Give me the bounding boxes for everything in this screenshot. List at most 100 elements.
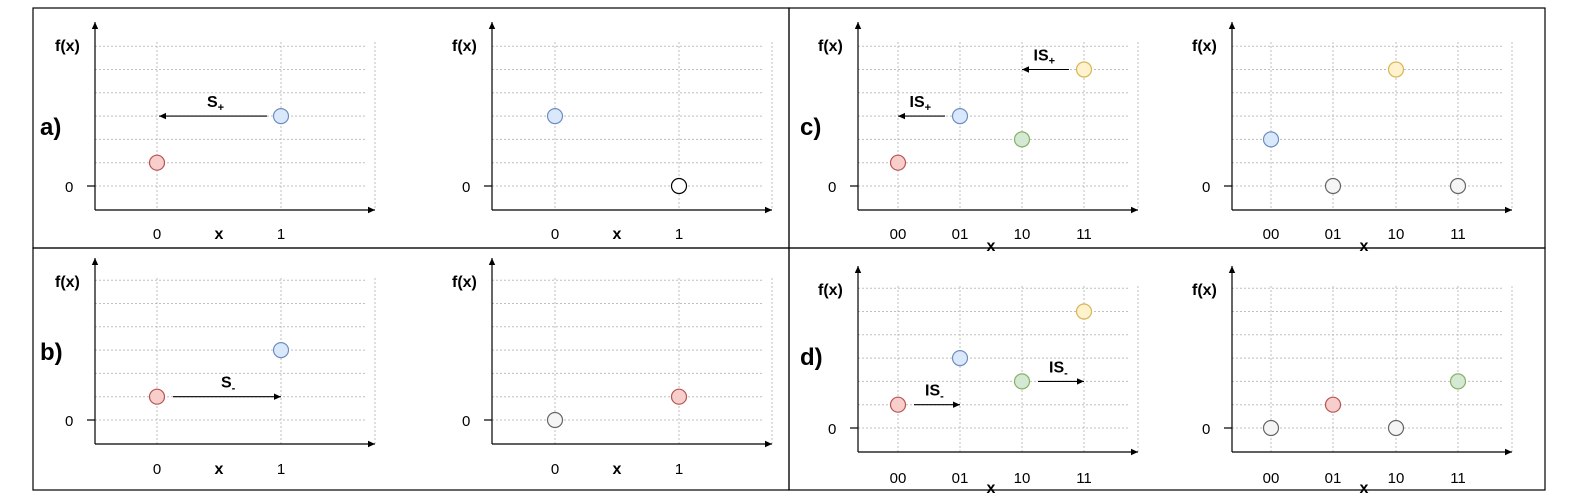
transform-label: IS-	[1049, 359, 1068, 379]
data-point-red	[670, 388, 688, 405]
data-point-green	[1449, 373, 1467, 390]
data-point-gray	[546, 411, 564, 429]
plot-b-1: f(x) 0 0 1 x S-	[55, 258, 376, 478]
panel-a: a) f(x) 0 0 1 x S+ f(x) 0 0 1 x	[40, 22, 773, 243]
x-axis-label: x	[215, 461, 224, 478]
x-tick-label: 00	[1263, 470, 1280, 487]
data-point-yellow	[1075, 303, 1093, 320]
x-axis-label: x	[987, 238, 996, 255]
data-point-red	[148, 154, 166, 171]
x-tick-label: 01	[952, 226, 969, 243]
plot-a-1: f(x) 0 0 1 x S+	[55, 22, 376, 243]
data-point-blue	[1262, 131, 1280, 148]
x-tick-label: 0	[153, 461, 161, 478]
x-tick-label: 10	[1014, 226, 1031, 243]
data-point-blue	[546, 107, 564, 125]
transform-label: IS+	[910, 94, 932, 114]
data-point-yellow	[1075, 61, 1093, 78]
y-zero-label: 0	[1202, 421, 1210, 438]
panel-label: b)	[40, 339, 63, 366]
data-point-yellow	[1387, 61, 1405, 78]
y-axis-label: f(x)	[818, 38, 843, 55]
y-zero-label: 0	[65, 413, 73, 430]
panel-b: b) f(x) 0 0 1 x S-f(x) 0 0 1 x	[40, 258, 773, 478]
x-tick-label: 1	[277, 461, 285, 478]
y-axis-label: f(x)	[1192, 282, 1217, 299]
y-zero-label: 0	[462, 179, 470, 196]
data-point-green	[1013, 131, 1031, 148]
x-tick-label: 1	[675, 461, 683, 478]
data-point-gray	[1449, 177, 1467, 195]
x-axis-label: x	[1360, 480, 1369, 497]
x-axis-label: x	[987, 480, 996, 497]
data-point-gray	[1262, 419, 1280, 437]
panel-label: d)	[800, 344, 823, 371]
data-point-green	[1013, 373, 1031, 390]
plot-d-2: f(x)000 01 10 11x	[1192, 266, 1513, 497]
plot-a-2: f(x) 0 0 1 x	[452, 22, 773, 243]
y-zero-label: 0	[1202, 179, 1210, 196]
panel-label: c)	[800, 114, 821, 141]
x-axis-label: x	[215, 226, 224, 243]
data-point-blue	[951, 107, 969, 125]
y-zero-label: 0	[828, 179, 836, 196]
data-point-gray	[1387, 419, 1405, 437]
data-point-red	[889, 396, 907, 413]
x-tick-label: 01	[952, 470, 969, 487]
panel-label: a)	[40, 114, 61, 141]
x-tick-label: 10	[1388, 226, 1405, 243]
data-point-blue	[272, 342, 290, 359]
panel-d-frame	[788, 247, 1546, 491]
data-point-blue	[951, 350, 969, 367]
y-axis-label: f(x)	[452, 38, 477, 55]
x-tick-label: 1	[675, 226, 683, 243]
x-tick-label: 1	[277, 226, 285, 243]
y-axis-label: f(x)	[55, 38, 80, 55]
x-tick-label: 0	[551, 461, 559, 478]
y-axis-label: f(x)	[818, 282, 843, 299]
plot-c-2: f(x)000 01 10 11x	[1192, 22, 1513, 255]
x-tick-label: 10	[1388, 470, 1405, 487]
data-point-white	[670, 177, 688, 195]
data-point-red	[889, 154, 907, 171]
panel-c-frame	[788, 7, 1546, 249]
data-point-red	[1324, 396, 1342, 413]
panel-frames	[32, 7, 1546, 491]
x-axis-label: x	[613, 461, 622, 478]
x-tick-label: 01	[1325, 470, 1342, 487]
y-zero-label: 0	[828, 421, 836, 438]
data-point-blue	[272, 107, 290, 125]
x-tick-label: 00	[890, 226, 907, 243]
y-zero-label: 0	[65, 179, 73, 196]
x-tick-label: 10	[1014, 470, 1031, 487]
transform-label: S+	[207, 94, 224, 114]
x-tick-label: 11	[1076, 226, 1092, 243]
transform-label: IS-	[925, 383, 944, 403]
transform-label: IS+	[1034, 48, 1056, 68]
x-tick-label: 0	[551, 226, 559, 243]
x-axis-label: x	[613, 226, 622, 243]
panel-b-frame	[32, 247, 790, 491]
plots-layer: a)f(x)00 1xS+f(x)00 1xb)f(x)00 1xS-f(x)00 1x…	[40, 22, 1513, 497]
x-tick-label: 11	[1450, 226, 1466, 243]
x-tick-label: 0	[153, 226, 161, 243]
x-tick-label: 01	[1325, 226, 1342, 243]
data-point-red	[148, 388, 166, 405]
x-tick-label: 00	[1263, 226, 1280, 243]
x-tick-label: 00	[890, 470, 907, 487]
y-axis-label: f(x)	[452, 274, 477, 291]
x-axis-label: x	[1360, 238, 1369, 255]
x-tick-label: 11	[1450, 470, 1466, 487]
transform-label: S-	[221, 375, 236, 395]
plot-b-2: f(x) 0 0 1 x	[452, 258, 773, 478]
data-point-gray	[1324, 177, 1342, 195]
x-tick-label: 11	[1076, 470, 1092, 487]
panel-a-frame	[32, 7, 790, 249]
y-axis-label: f(x)	[55, 274, 80, 291]
y-axis-label: f(x)	[1192, 38, 1217, 55]
